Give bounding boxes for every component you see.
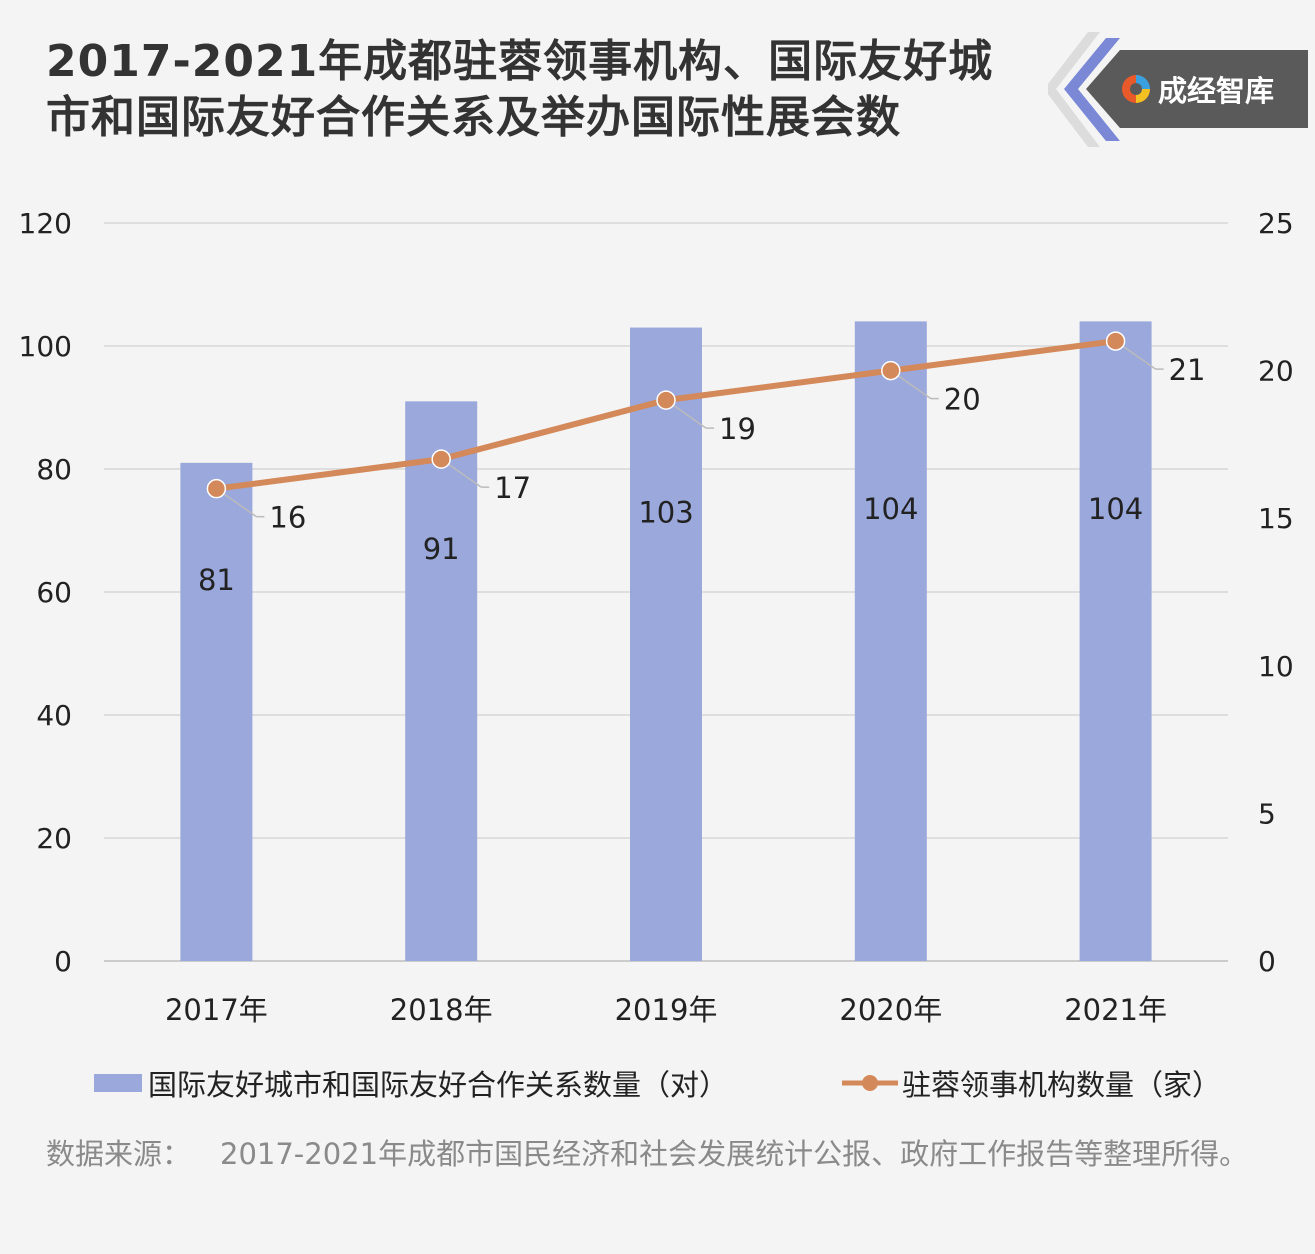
bar-value-label: 91 [423,532,460,566]
y-left-tick-label: 120 [19,207,72,240]
brand-name: 成经智库 [1158,74,1275,108]
legend-line-label: 驻蓉领事机构数量（家） [902,1068,1222,1102]
bar [405,401,478,962]
source-text: 2017-2021年成都市国民经济和社会发展统计公报、政府工作报告等整理所得。 [220,1137,1249,1171]
y-right-tick-label: 25 [1258,207,1294,240]
chart-title: 2017-2021年成都驻蓉领事机构、国际友好城 市和国际友好合作关系及举办国际… [46,34,1036,146]
y-left-tick-label: 20 [36,822,72,855]
y-left-tick-label: 60 [36,576,72,609]
line-point [656,390,676,410]
chart-legend: 国际友好城市和国际友好合作关系数量（对） 驻蓉领事机构数量（家） [0,1054,1315,1104]
line-point [881,360,901,381]
x-tick-label: 2019年 [615,993,718,1027]
legend-item-bar: 国际友好城市和国际友好合作关系数量（对） [94,1062,728,1104]
line-value-label: 19 [719,412,756,446]
line-value-label: 20 [944,383,981,417]
x-tick-label: 2017年 [165,993,268,1027]
bar-value-label: 81 [198,563,235,597]
brand-logo [1048,32,1308,147]
bar [180,462,253,961]
data-source-note: 数据来源： 2017-2021年成都市国民经济和社会发展统计公报、政府工作报告等… [46,1132,1286,1176]
chart-title-line2: 市和国际友好合作关系及举办国际性展会数 [46,92,901,143]
bar [630,327,702,961]
x-tick-label: 2018年 [390,993,493,1027]
bar [854,321,927,961]
line-point [206,478,227,499]
y-left-tick-label: 80 [36,453,72,486]
line-value-label: 16 [269,501,306,535]
line-value-label: 21 [1169,353,1206,387]
y-left-tick-label: 0 [54,945,72,978]
y-right-tick-label: 20 [1258,355,1294,388]
y-left-tick-label: 100 [19,330,72,363]
chart-title-line1: 2017-2021年成都驻蓉领事机构、国际友好城 [46,36,994,87]
bar [1079,321,1152,961]
bar-value-label: 104 [863,492,918,526]
legend-bar-swatch [94,1074,142,1092]
y-right-tick-label: 15 [1258,502,1294,535]
bar-value-label: 104 [1088,492,1143,526]
line-value-label: 17 [494,471,531,505]
legend-line-swatch [842,1075,898,1091]
legend-item-line: 驻蓉领事机构数量（家） [842,1062,1221,1104]
y-right-tick-label: 0 [1258,945,1276,978]
chart-plot: 0 20 40 60 80 100 120 0 5 10 15 20 25 81 91 103 104 104 20… [19,207,1294,1027]
line-point [431,449,451,469]
line-point [1105,331,1126,351]
y-left-tick-label: 40 [36,699,72,732]
x-tick-label: 2021年 [1064,993,1167,1027]
y-right-tick-label: 10 [1258,650,1294,683]
y-right-tick-label: 5 [1258,797,1276,830]
bar-value-label: 103 [638,495,693,529]
x-tick-label: 2020年 [839,993,942,1027]
source-label: 数据来源： [46,1137,192,1171]
legend-bar-label: 国际友好城市和国际友好合作关系数量（对） [148,1068,729,1102]
